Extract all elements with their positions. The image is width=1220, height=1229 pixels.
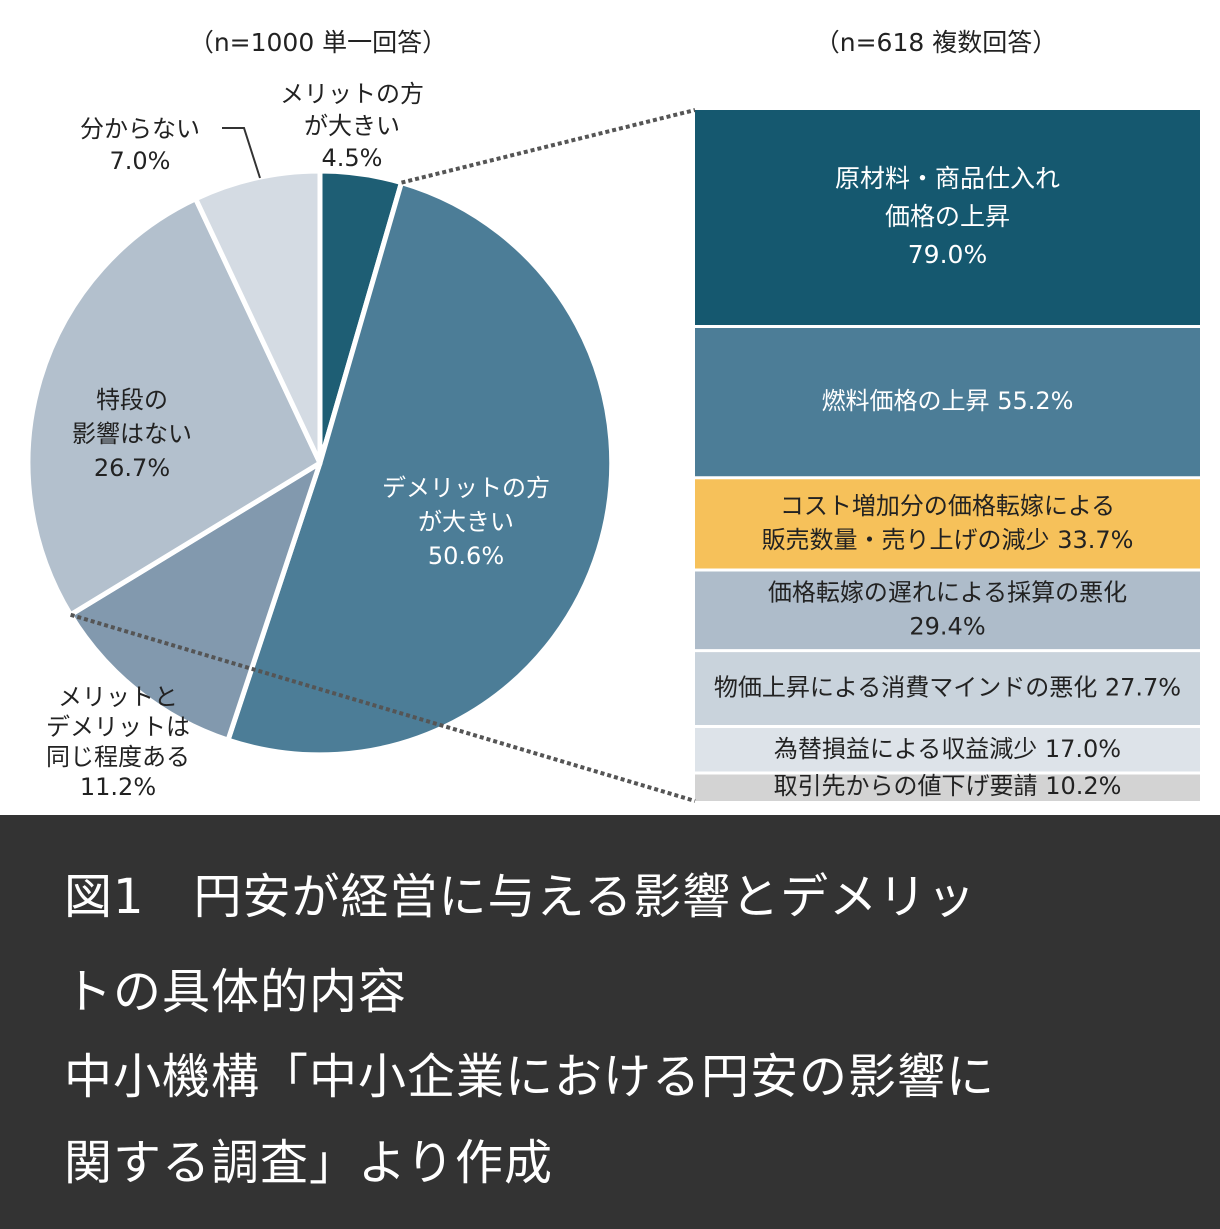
- pie-label-2-line-2: が大きい: [418, 508, 514, 536]
- connector-bottom: [70, 612, 696, 803]
- bar-segment-6: [695, 726, 1200, 774]
- connector-top: [401, 108, 696, 185]
- caption-panel: 図1 円安が経営に与える影響とデメリッ トの具体的内容 中小機構「中小企業におけ…: [0, 815, 1220, 1229]
- bar-label-1-line-3: 79.0%: [908, 240, 987, 269]
- bar-label-6-line-1: 為替損益による収益減少 17.0%: [774, 735, 1121, 763]
- pie-label-1-line-1: メリットの方: [280, 80, 424, 108]
- pie-label-1-line-3: 4.5%: [322, 144, 383, 172]
- bar-segment-7: [695, 773, 1200, 801]
- pie-subtitle: （n=1000 単一回答）: [189, 28, 447, 57]
- pie-label-3-line-1: メリットと: [58, 683, 178, 711]
- bar-label-4-line-2: 29.4%: [909, 612, 985, 640]
- pie-label-3-line-3: 同じ程度ある: [46, 743, 190, 771]
- pie-slice-2: [225, 180, 615, 758]
- pie-slice-4: [25, 196, 323, 618]
- bar-label-7-line-1: 取引先からの値下げ要請 10.2%: [774, 772, 1122, 800]
- caption-line-3: 中小機構「中小企業における円安の影響に: [64, 1049, 996, 1105]
- pie-label-5-line-1: 分からない: [80, 115, 200, 143]
- caption-line-4: 関する調査」より作成: [64, 1135, 554, 1191]
- bar-segment-5: [695, 650, 1200, 727]
- pie-label-2-line-3: 50.6%: [428, 542, 504, 570]
- bar-label-4-line-1: 価格転嫁の遅れによる採算の悪化: [768, 578, 1127, 606]
- pie-slice-5: [193, 168, 323, 466]
- bar-label-3-line-1: コスト増加分の価格転嫁による: [780, 492, 1115, 520]
- bar-segment-1: [695, 110, 1200, 327]
- pie-slice-3: [68, 460, 323, 743]
- bar-subtitle: （n=618 複数回答）: [815, 28, 1057, 57]
- pie-label-1-line-2: が大きい: [304, 112, 400, 140]
- bar-label-3-line-2: 販売数量・売り上げの減少 33.7%: [762, 526, 1134, 554]
- bar-label-5-line-1: 物価上昇による消費マインドの悪化 27.7%: [714, 674, 1181, 702]
- caption-line-2: トの具体的内容: [64, 964, 408, 1020]
- pie-label-2-line-1: デメリットの方: [382, 474, 550, 502]
- chart-area: メリットの方 が大きい 4.5% デメリットの方 が大きい 50.6% メリットと デメリット…: [25, 28, 1200, 803]
- pie-label-4-line-3: 26.7%: [94, 454, 170, 482]
- pie-label-3-line-2: デメリットは: [46, 713, 190, 741]
- pie-label-4-line-2: 影響はない: [72, 420, 192, 448]
- pie-label-5-line-2: 7.0%: [110, 147, 171, 175]
- pie-label-3-line-4: 11.2%: [80, 773, 156, 801]
- chart-svg: メリットの方が大きい4.5%デメリットの方が大きい50.6%メリットとデメリット…: [25, 28, 1200, 803]
- pie-label-4-line-1: 特段の: [96, 386, 168, 414]
- bar-label-2-line-1: 燃料価格の上昇 55.2%: [822, 387, 1074, 415]
- bar-label-1-line-1: 原材料・商品仕入れ: [835, 164, 1060, 193]
- bar-segment-2: [695, 326, 1200, 478]
- leader-line-unknown: [222, 127, 261, 179]
- bar-label-1-line-2: 価格の上昇: [885, 202, 1010, 231]
- bar-segment-4: [695, 570, 1200, 651]
- bar-segment-3: [695, 477, 1200, 571]
- caption-line-1: 図1 円安が経営に与える影響とデメリッ: [64, 869, 977, 925]
